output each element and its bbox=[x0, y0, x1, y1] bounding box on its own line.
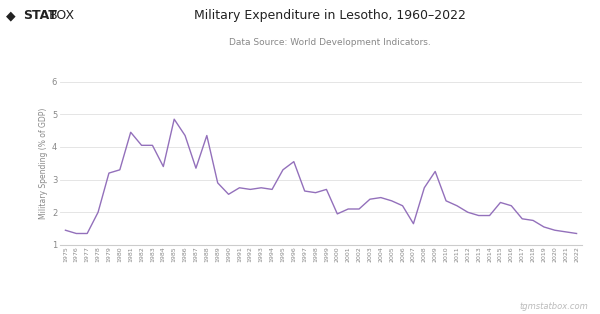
Text: tgmstatbox.com: tgmstatbox.com bbox=[519, 302, 588, 311]
Text: BOX: BOX bbox=[49, 9, 76, 22]
Text: Data Source: World Development Indicators.: Data Source: World Development Indicator… bbox=[229, 38, 431, 47]
Text: ◆: ◆ bbox=[6, 9, 16, 22]
Text: Military Expenditure in Lesotho, 1960–2022: Military Expenditure in Lesotho, 1960–20… bbox=[194, 9, 466, 22]
Y-axis label: Military Spending (% of GDP): Military Spending (% of GDP) bbox=[38, 108, 47, 219]
Text: STAT: STAT bbox=[23, 9, 56, 22]
